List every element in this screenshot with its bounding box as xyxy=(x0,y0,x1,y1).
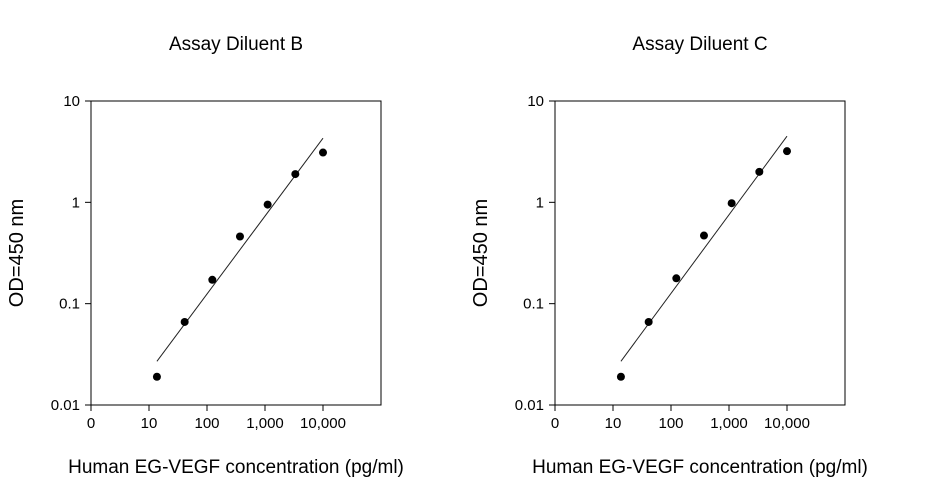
data-point xyxy=(208,275,217,284)
y-tick-label: 1 xyxy=(536,194,544,211)
x-tick-label: 0 xyxy=(551,415,559,432)
x-tick-label: 10,000 xyxy=(764,415,810,432)
y-tick-label: 10 xyxy=(527,93,544,110)
x-tick-label: 10 xyxy=(605,415,622,432)
plot-frame xyxy=(90,100,382,406)
data-point xyxy=(672,274,681,283)
y-tick-label: 0.1 xyxy=(523,296,544,313)
data-point xyxy=(319,148,327,157)
x-tick-label: 10,000 xyxy=(300,415,346,432)
y-tick-label: 10 xyxy=(63,93,80,110)
y-tick-label: 1 xyxy=(72,194,80,211)
x-axis-label: Human EG-VEGF concentration (pg/ml) xyxy=(68,457,404,478)
y-tick-label: 0.01 xyxy=(515,397,544,414)
plot-frame xyxy=(554,100,846,406)
data-point xyxy=(235,232,244,241)
chart-title: Assay Diluent C xyxy=(632,34,767,55)
x-tick-label: 1,000 xyxy=(246,415,284,432)
x-tick-label: 100 xyxy=(194,415,219,432)
data-point xyxy=(180,317,189,326)
y-tick-label: 0.1 xyxy=(59,296,80,313)
y-tick-label: 0.01 xyxy=(51,397,80,414)
x-tick-label: 10 xyxy=(141,415,158,432)
data-point xyxy=(263,200,272,209)
data-point xyxy=(699,231,708,240)
x-tick-label: 0 xyxy=(87,415,95,432)
x-axis-label: Human EG-VEGF concentration (pg/ml) xyxy=(532,457,868,478)
x-tick-label: 1,000 xyxy=(710,415,748,432)
y-axis-label: OD=450 nm xyxy=(470,199,492,307)
data-point xyxy=(755,167,764,176)
y-axis-label: OD=450 nm xyxy=(6,199,28,307)
data-point xyxy=(644,317,653,326)
data-point xyxy=(616,372,625,381)
x-tick-label: 100 xyxy=(658,415,683,432)
data-point xyxy=(291,170,300,179)
chart-title: Assay Diluent B xyxy=(169,34,303,55)
data-point xyxy=(152,372,161,381)
data-point xyxy=(783,147,791,156)
data-point xyxy=(727,199,736,208)
